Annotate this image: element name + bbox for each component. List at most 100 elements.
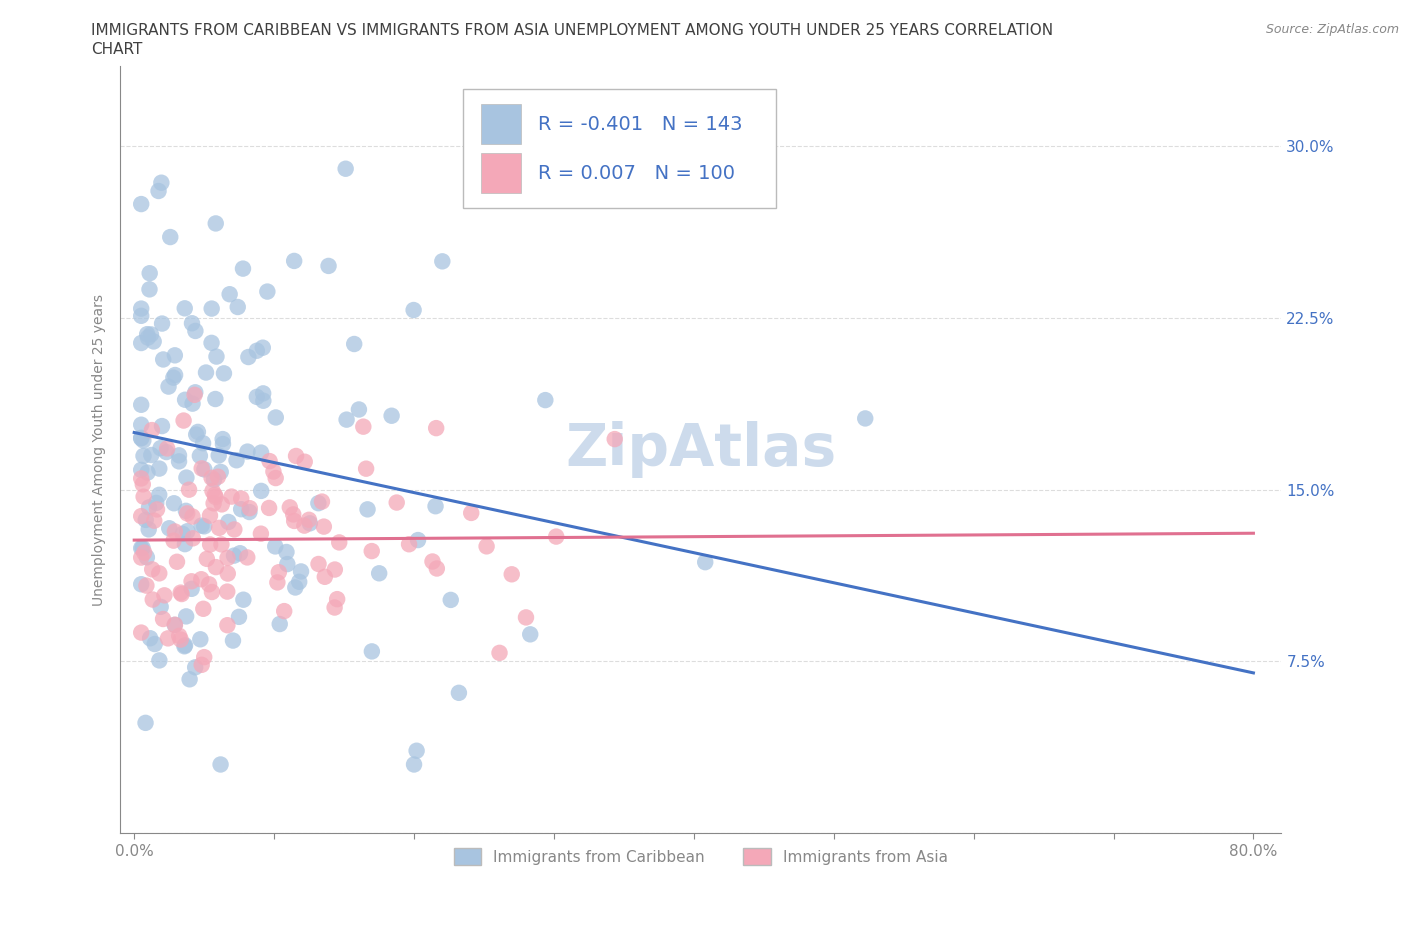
Point [148, 461, 170, 476]
Point [221, 489, 243, 504]
Point [135, 550, 157, 565]
Point [217, 551, 239, 565]
Point [204, 392, 226, 406]
Point [323, 562, 346, 577]
Point [181, 396, 204, 411]
Point [129, 336, 152, 351]
Point [176, 524, 198, 538]
Point [187, 424, 209, 439]
Point [246, 390, 269, 405]
Point [162, 533, 184, 548]
Point [129, 540, 152, 555]
Point [180, 574, 202, 589]
Point [311, 494, 333, 509]
Point [440, 592, 463, 607]
Text: CHART: CHART [91, 42, 143, 57]
Point [136, 465, 159, 480]
Point [153, 588, 176, 603]
Point [232, 592, 254, 607]
Text: R = -0.401   N = 143: R = -0.401 N = 143 [538, 114, 742, 134]
Point [129, 577, 152, 591]
Point [278, 500, 301, 515]
Point [269, 617, 291, 631]
Point [236, 445, 259, 459]
Point [209, 757, 232, 772]
Point [266, 575, 288, 590]
Point [190, 461, 212, 476]
Point [129, 551, 152, 565]
Point [184, 660, 207, 675]
Point [139, 631, 162, 645]
Point [211, 432, 233, 446]
Point [402, 302, 425, 317]
Point [170, 587, 193, 602]
Point [347, 402, 370, 417]
Point [157, 521, 180, 536]
Point [157, 379, 180, 394]
Point [174, 503, 197, 518]
Point [267, 565, 290, 579]
Point [172, 526, 194, 541]
Point [198, 537, 221, 551]
Point [257, 500, 280, 515]
Point [546, 529, 568, 544]
Point [132, 477, 155, 492]
Point [129, 418, 152, 432]
FancyBboxPatch shape [481, 153, 520, 193]
Point [236, 550, 259, 565]
Point [141, 562, 163, 577]
Point [142, 592, 165, 607]
Point [163, 496, 186, 511]
Point [276, 557, 298, 572]
Point [167, 448, 190, 463]
Point [360, 544, 382, 559]
Point [447, 685, 470, 700]
Point [290, 564, 312, 578]
Point [173, 301, 195, 316]
Point [323, 600, 346, 615]
Text: Source: ZipAtlas.com: Source: ZipAtlas.com [1265, 23, 1399, 36]
Point [264, 539, 287, 554]
Point [239, 500, 262, 515]
Point [193, 519, 215, 534]
Point [129, 471, 152, 485]
Point [285, 448, 308, 463]
Point [190, 658, 212, 672]
Point [174, 537, 197, 551]
Point [519, 627, 541, 642]
Point [335, 161, 357, 176]
Point [131, 540, 153, 555]
Point [136, 330, 159, 345]
Point [264, 471, 287, 485]
Point [402, 757, 425, 772]
Point [252, 393, 274, 408]
Point [326, 591, 349, 606]
Point [132, 448, 155, 463]
Point [246, 343, 269, 358]
Point [406, 533, 429, 548]
Point [328, 535, 350, 550]
Point [211, 537, 233, 551]
Point [143, 637, 166, 652]
Point [156, 441, 179, 456]
Point [159, 230, 181, 245]
Point [150, 316, 173, 331]
Point [695, 554, 717, 569]
Point [179, 671, 201, 686]
Point [225, 453, 247, 468]
Point [501, 567, 523, 582]
Point [211, 497, 233, 512]
Point [222, 633, 245, 648]
Point [148, 566, 170, 581]
Point [181, 531, 204, 546]
Point [165, 367, 187, 382]
Point [176, 506, 198, 521]
Point [283, 254, 305, 269]
Point [217, 566, 239, 581]
Point [190, 572, 212, 587]
Point [853, 411, 876, 426]
Point [167, 629, 190, 644]
Point [250, 445, 273, 460]
Point [188, 631, 211, 646]
Point [224, 522, 246, 537]
